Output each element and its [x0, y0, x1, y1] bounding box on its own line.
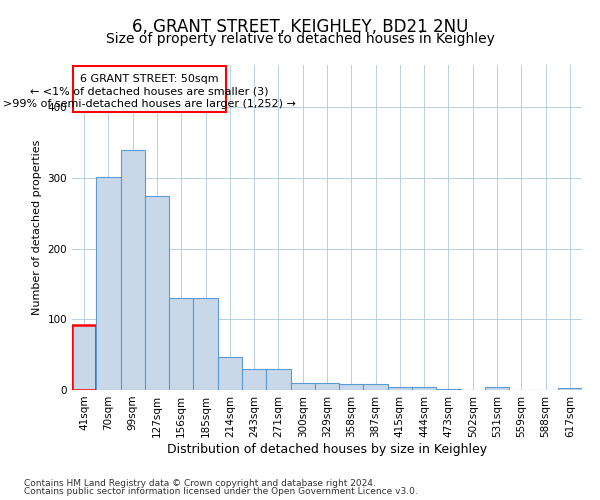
Y-axis label: Number of detached properties: Number of detached properties: [32, 140, 42, 315]
Bar: [388, 387, 412, 390]
Bar: [364, 384, 388, 390]
Bar: [72, 325, 96, 390]
Bar: [193, 298, 218, 390]
Bar: [315, 383, 339, 390]
Text: Size of property relative to detached houses in Keighley: Size of property relative to detached ho…: [106, 32, 494, 46]
Bar: [242, 369, 266, 390]
Text: Contains HM Land Registry data © Crown copyright and database right 2024.: Contains HM Land Registry data © Crown c…: [24, 478, 376, 488]
X-axis label: Distribution of detached houses by size in Keighley: Distribution of detached houses by size …: [167, 442, 487, 456]
Bar: [266, 369, 290, 390]
Text: >99% of semi-detached houses are larger (1,252) →: >99% of semi-detached houses are larger …: [3, 99, 296, 109]
Bar: [96, 176, 121, 390]
Bar: [290, 383, 315, 390]
Bar: [339, 384, 364, 390]
Bar: [145, 196, 169, 390]
Text: 6 GRANT STREET: 50sqm: 6 GRANT STREET: 50sqm: [80, 74, 219, 85]
Bar: [436, 388, 461, 390]
Text: ← <1% of detached houses are smaller (3): ← <1% of detached houses are smaller (3): [31, 86, 269, 96]
Bar: [485, 387, 509, 390]
Bar: [412, 387, 436, 390]
Bar: [218, 357, 242, 390]
Text: Contains public sector information licensed under the Open Government Licence v3: Contains public sector information licen…: [24, 487, 418, 496]
Bar: [73, 66, 226, 112]
Text: 6, GRANT STREET, KEIGHLEY, BD21 2NU: 6, GRANT STREET, KEIGHLEY, BD21 2NU: [132, 18, 468, 36]
Bar: [169, 298, 193, 390]
Bar: [558, 388, 582, 390]
Bar: [121, 150, 145, 390]
